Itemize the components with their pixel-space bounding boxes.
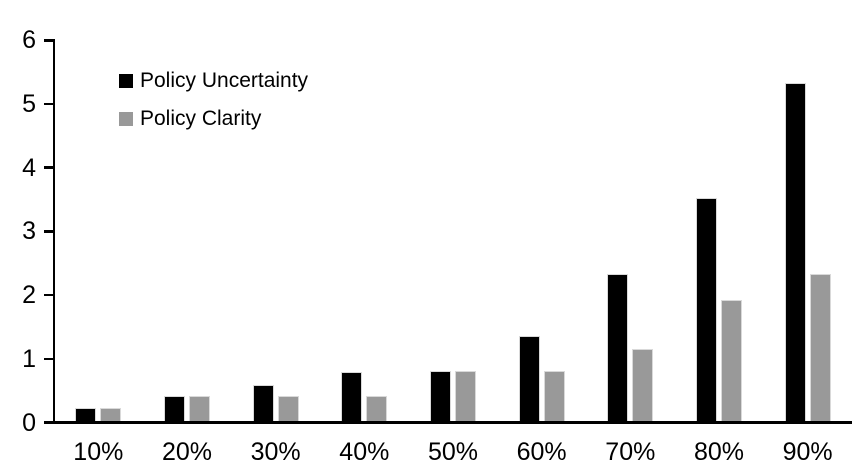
x-tick-label-60%: 60%	[516, 438, 567, 466]
bar-policy-clarity-70%	[632, 349, 654, 421]
y-axis-line	[52, 39, 55, 424]
bar-policy-uncertainty-20%	[164, 395, 185, 421]
x-tick-label-20%: 20%	[161, 438, 213, 466]
bar-policy-uncertainty-80%	[696, 198, 717, 421]
y-tick-label-6: 6	[22, 26, 36, 55]
legend-swatch-policy-uncertainty	[119, 74, 133, 88]
legend-label-policy-clarity: Policy Clarity	[140, 107, 262, 130]
bar-policy-clarity-10%	[100, 408, 122, 421]
legend-item-policy-clarity: Policy Clarity	[119, 104, 308, 134]
y-tick-6	[44, 39, 53, 42]
bar-policy-uncertainty-10%	[75, 408, 97, 421]
y-tick-label-2: 2	[22, 281, 36, 310]
y-tick-label-3: 3	[22, 217, 36, 246]
legend-label-policy-uncertainty: Policy Uncertainty	[140, 69, 309, 92]
bar-policy-clarity-60%	[543, 371, 565, 421]
legend-item-policy-uncertainty: Policy Uncertainty	[119, 66, 308, 96]
x-tick-label-90%: 90%	[782, 438, 833, 466]
y-tick-label-4: 4	[22, 153, 36, 182]
y-tick-5	[44, 102, 53, 106]
legend-swatch-policy-clarity	[119, 112, 133, 126]
chart-legend: Policy Uncertainty Policy Clarity	[119, 66, 308, 134]
bar-policy-clarity-40%	[366, 395, 388, 421]
x-tick-label-50%: 50%	[427, 438, 479, 466]
bar-policy-uncertainty-40%	[341, 371, 363, 421]
y-tick-label-1: 1	[22, 344, 36, 373]
bar-policy-clarity-90%	[809, 274, 831, 421]
y-tick-1	[44, 357, 53, 361]
x-tick-label-40%: 40%	[339, 438, 390, 466]
bar-policy-clarity-50%	[455, 371, 476, 421]
x-axis-line	[44, 421, 852, 424]
y-tick-3	[44, 230, 53, 233]
y-tick-2	[44, 293, 53, 297]
y-tick-label-5: 5	[22, 90, 36, 118]
x-tick-label-80%: 80%	[693, 438, 745, 466]
x-tick-label-70%: 70%	[605, 438, 656, 466]
bar-policy-uncertainty-90%	[784, 83, 806, 421]
bar-policy-clarity-30%	[277, 395, 299, 421]
bar-policy-clarity-20%	[189, 395, 210, 421]
x-tick-label-30%: 30%	[250, 438, 301, 466]
bar-policy-uncertainty-30%	[252, 384, 274, 421]
x-tick-label-10%: 10%	[73, 438, 124, 466]
y-tick-4	[44, 166, 53, 169]
bar-policy-uncertainty-60%	[518, 336, 540, 421]
bar-policy-uncertainty-70%	[607, 274, 629, 421]
bar-policy-clarity-80%	[721, 299, 742, 421]
y-tick-label-0: 0	[22, 408, 36, 437]
bar-policy-uncertainty-50%	[430, 371, 451, 421]
